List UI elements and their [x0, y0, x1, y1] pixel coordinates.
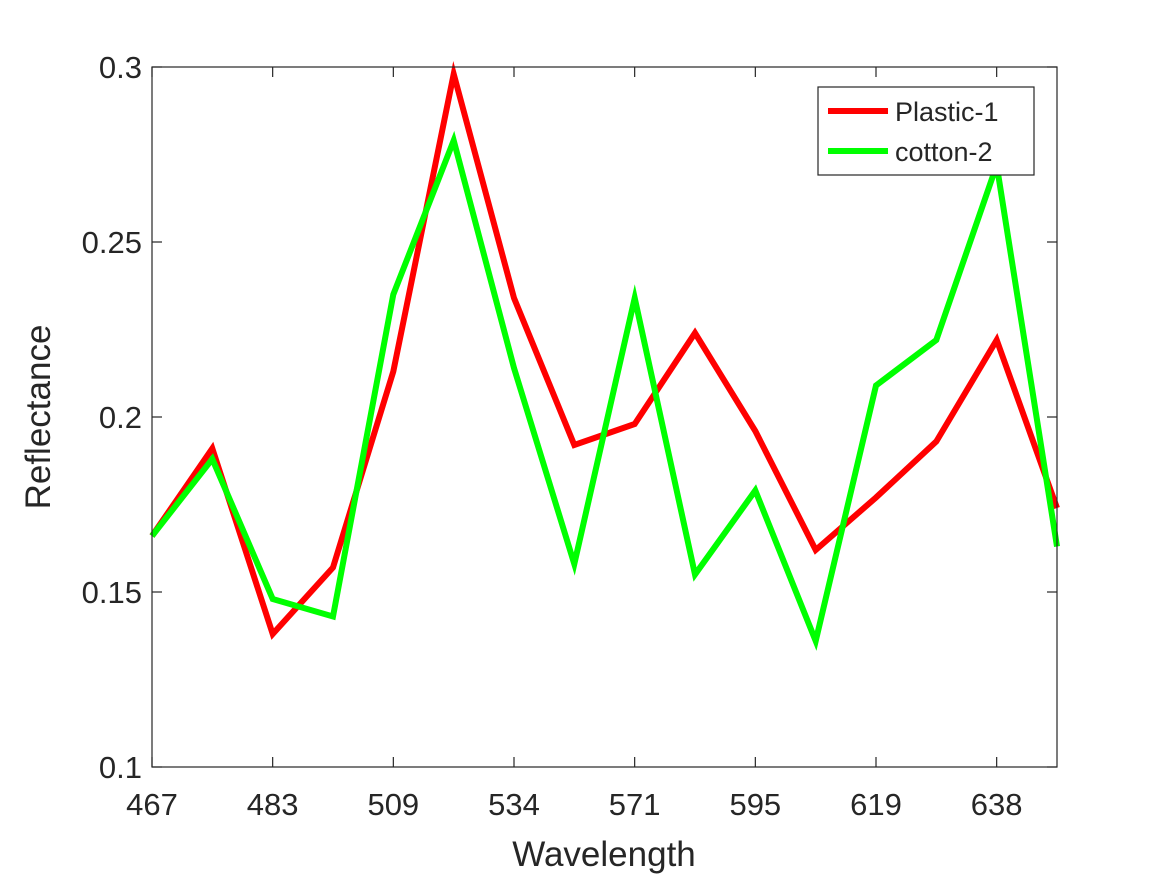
x-tick-label: 638 — [971, 787, 1023, 822]
y-tick-label: 0.3 — [99, 50, 142, 85]
y-tick-label: 0.25 — [82, 225, 142, 260]
plot-area — [152, 67, 1057, 767]
legend-label-cotton-2: cotton-2 — [895, 137, 993, 167]
y-tick-label: 0.15 — [82, 575, 142, 610]
legend-box — [817, 86, 1035, 176]
x-axis: 467 483 509 534 571 595 619 638 — [126, 67, 1023, 822]
x-tick-label: 534 — [488, 787, 540, 822]
legend: Plastic-1 cotton-2 — [817, 86, 1035, 176]
x-tick-label: 619 — [850, 787, 902, 822]
x-tick-label: 467 — [126, 787, 178, 822]
x-axis-label: Wavelength — [512, 835, 696, 874]
legend-label-plastic-1: Plastic-1 — [895, 97, 999, 127]
series-line-cotton-2 — [149, 130, 1060, 651]
y-tick-label: 0.2 — [99, 400, 142, 435]
x-tick-label: 509 — [367, 787, 419, 822]
y-axis-label: Reflectance — [19, 325, 58, 510]
y-axis: 0.1 0.15 0.2 0.25 0.3 — [82, 50, 1057, 785]
x-tick-label: 483 — [247, 787, 299, 822]
series-layer — [149, 60, 1060, 651]
x-tick-label: 571 — [609, 787, 661, 822]
x-tick-label: 595 — [729, 787, 781, 822]
y-tick-label: 0.1 — [99, 750, 142, 785]
